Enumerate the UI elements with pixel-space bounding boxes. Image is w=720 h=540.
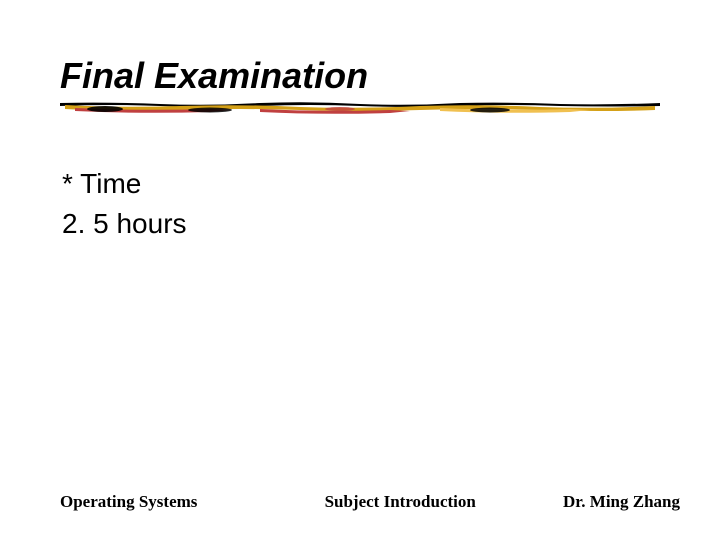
presentation-slide: Final Examination * Time 2. 5 hours Oper… <box>0 0 720 540</box>
title-underline-decoration <box>60 101 660 115</box>
slide-body: * Time 2. 5 hours <box>62 165 660 243</box>
footer-right: Dr. Ming Zhang <box>563 492 680 512</box>
slide-footer: Operating Systems Subject Introduction D… <box>60 492 680 512</box>
footer-center: Subject Introduction <box>197 492 563 512</box>
slide-title: Final Examination <box>60 55 660 97</box>
body-line-2: 2. 5 hours <box>62 205 660 243</box>
body-line-1: * Time <box>62 165 660 203</box>
footer-left: Operating Systems <box>60 492 197 512</box>
